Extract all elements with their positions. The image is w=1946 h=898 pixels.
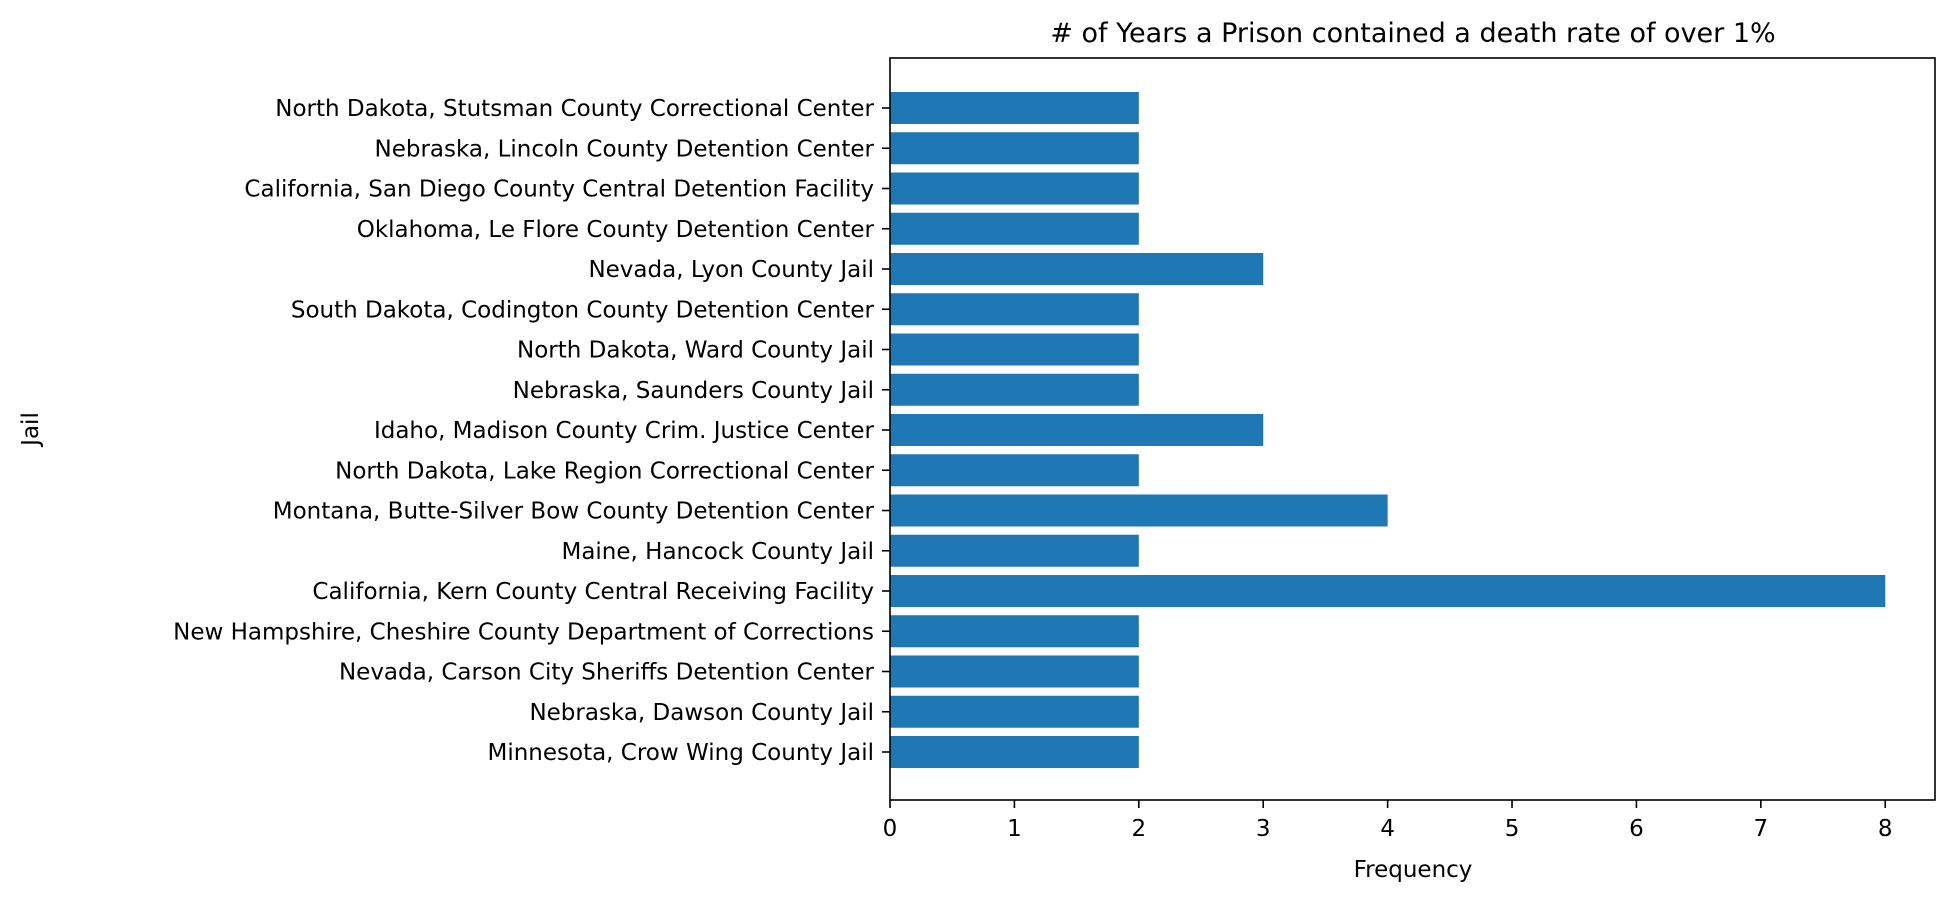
- plot-frame: [889, 57, 1936, 801]
- bar: [890, 615, 1139, 648]
- y-tick-label: North Dakota, Ward County Jail: [517, 338, 874, 364]
- y-tick-label: North Dakota, Stutsman County Correction…: [275, 96, 874, 122]
- x-tick-label: 2: [1131, 816, 1146, 842]
- bar: [890, 494, 1388, 527]
- x-tick-label: 8: [1878, 816, 1893, 842]
- bar: [890, 333, 1139, 366]
- y-axis-ticks: North Dakota, Stutsman County Correction…: [173, 96, 890, 766]
- bar: [890, 655, 1139, 688]
- bar: [890, 132, 1139, 165]
- y-tick-label: Nevada, Lyon County Jail: [588, 257, 874, 283]
- x-axis-ticks: 0 1 2 3 4 5 6 7 8: [883, 800, 1893, 842]
- y-tick-label: South Dakota, Codington County Detention…: [291, 297, 875, 323]
- x-tick-label: 6: [1629, 816, 1644, 842]
- y-axis-label: Jail: [18, 412, 44, 448]
- bar: [890, 92, 1139, 124]
- y-tick-label: Nebraska, Saunders County Jail: [513, 378, 874, 404]
- y-tick-label: California, San Diego County Central Det…: [244, 177, 874, 203]
- bar: [890, 736, 1139, 768]
- y-tick-label: California, Kern County Central Receivin…: [312, 579, 874, 605]
- y-tick-label: New Hampshire, Cheshire County Departmen…: [173, 619, 874, 645]
- bar: [890, 414, 1264, 446]
- bar: [890, 373, 1139, 406]
- x-tick-label: 4: [1380, 816, 1395, 842]
- x-tick-label: 1: [1007, 816, 1022, 842]
- bars-group: [890, 92, 1886, 768]
- x-axis-label: Frequency: [1354, 857, 1473, 883]
- x-tick-label: 3: [1256, 816, 1271, 842]
- bar: [890, 454, 1139, 487]
- chart-title: # of Years a Prison contained a death ra…: [1050, 18, 1775, 49]
- y-tick-label: Nevada, Carson City Sheriffs Detention C…: [339, 660, 875, 686]
- y-tick-label: Oklahoma, Le Flore County Detention Cent…: [357, 217, 875, 243]
- bar: [890, 695, 1139, 728]
- x-tick-label: 5: [1505, 816, 1520, 842]
- y-tick-label: Minnesota, Crow Wing County Jail: [487, 740, 874, 766]
- x-tick-label: 0: [883, 816, 898, 842]
- y-tick-label: Nebraska, Dawson County Jail: [529, 700, 874, 726]
- bar: [890, 293, 1139, 326]
- bar: [890, 534, 1139, 567]
- y-tick-label: North Dakota, Lake Region Correctional C…: [335, 458, 874, 484]
- y-tick-label: Nebraska, Lincoln County Detention Cente…: [374, 136, 874, 162]
- y-tick-label: Montana, Butte-Silver Bow County Detenti…: [273, 499, 875, 525]
- bar: [890, 172, 1139, 205]
- y-tick-label: Idaho, Madison County Crim. Justice Cent…: [374, 418, 875, 444]
- bar: [890, 253, 1264, 285]
- bar: [890, 212, 1139, 245]
- y-tick-label: Maine, Hancock County Jail: [561, 539, 874, 565]
- bar: [890, 575, 1886, 607]
- x-tick-label: 7: [1754, 816, 1769, 842]
